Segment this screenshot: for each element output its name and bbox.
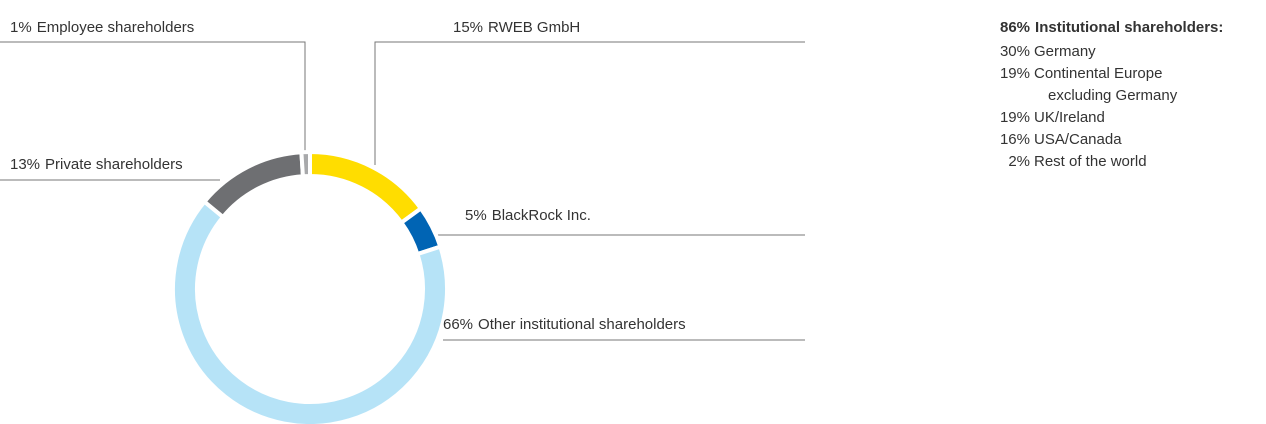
- breakdown-value: 16%: [1000, 131, 1030, 148]
- segment-name: Employee shareholders: [37, 19, 195, 36]
- segment-label: 66% Other institutional shareholders: [443, 316, 686, 333]
- leader-line: [0, 41, 306, 152]
- breakdown-title-name: Institutional shareholders:: [1035, 19, 1223, 36]
- segment-label: 15% RWEB GmbH: [453, 19, 580, 36]
- segment-name: Other institutional shareholders: [478, 316, 686, 333]
- donut-segment: [299, 149, 312, 179]
- donut-segment: [201, 150, 306, 220]
- segment-name: RWEB GmbH: [488, 19, 580, 36]
- breakdown-value: 2%: [1008, 153, 1030, 170]
- segment-label: 13% Private shareholders: [10, 156, 183, 173]
- leader-lines: [0, 41, 805, 341]
- breakdown-name: USA/Canada: [1034, 131, 1122, 148]
- segment-label: 1% Employee shareholders: [10, 19, 194, 36]
- breakdown-name: Rest of the world: [1034, 153, 1147, 170]
- breakdown-name: Continental Europe: [1034, 65, 1162, 82]
- segment-label: 5% BlackRock Inc.: [465, 207, 591, 224]
- segment-value-label: 66%: [443, 316, 473, 333]
- breakdown-value: 19%: [1000, 65, 1030, 82]
- leader-line: [374, 41, 805, 165]
- donut-segment: [308, 149, 424, 226]
- breakdown-title-value: 86%: [1000, 19, 1030, 36]
- breakdown-name: UK/Ireland: [1034, 109, 1105, 126]
- segment-value-label: 1%: [10, 19, 32, 36]
- breakdown-value: 19%: [1000, 109, 1030, 126]
- segment-value-label: 13%: [10, 156, 40, 173]
- breakdown-title: 86% Institutional shareholders:: [1000, 19, 1223, 36]
- segment-name: BlackRock Inc.: [492, 207, 591, 224]
- breakdown-value: 30%: [1000, 43, 1030, 60]
- segment-value-label: 5%: [465, 207, 487, 224]
- breakdown-name: excluding Germany: [1048, 87, 1178, 104]
- segment-name: Private shareholders: [45, 156, 183, 173]
- donut-segment: [171, 198, 449, 424]
- segment-value-label: 15%: [453, 19, 483, 36]
- breakdown-name: Germany: [1034, 43, 1096, 60]
